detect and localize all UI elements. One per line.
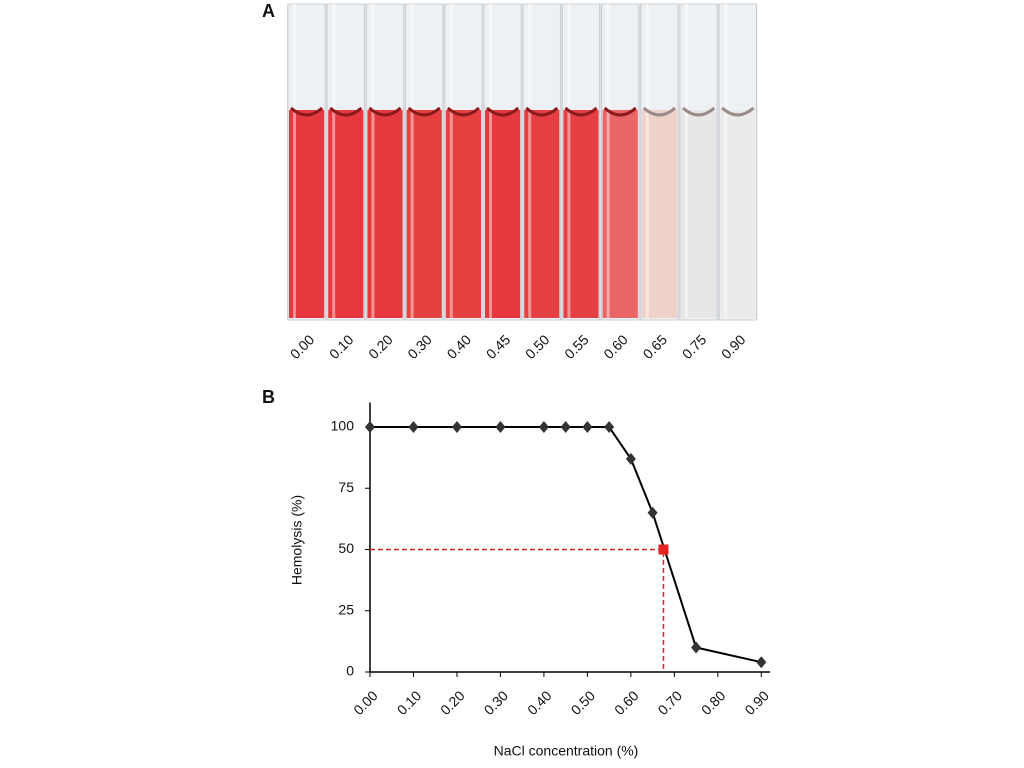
tube-liquid [485, 110, 521, 318]
tube-highlight [645, 4, 649, 318]
tube-liquid [367, 110, 403, 318]
tube-label: 0.65 [640, 331, 671, 362]
data-point [560, 421, 571, 433]
tube-highlight [606, 4, 610, 318]
data-point [647, 506, 658, 519]
data-point [408, 421, 419, 433]
x-tick-label: 0.50 [568, 687, 599, 718]
reference-dash [370, 548, 665, 672]
meniscus [407, 106, 441, 117]
meniscus [329, 106, 363, 117]
reference-marker [658, 544, 669, 555]
meniscus [681, 106, 716, 117]
data-point [495, 421, 506, 433]
meniscus [525, 106, 559, 117]
meniscus [564, 106, 598, 117]
tube-label: 0.00 [287, 331, 318, 362]
data-point [604, 421, 615, 433]
data-point [451, 421, 462, 433]
data-point [625, 452, 636, 465]
data-point [691, 641, 702, 654]
tube-highlight [293, 4, 296, 318]
tube-liquid [602, 110, 638, 318]
tube-label: 0.55 [561, 331, 592, 362]
tube-label: 0.20 [365, 331, 396, 362]
y-axis-label: Hemolysis (%) [289, 495, 305, 585]
x-tick-label: 0.10 [394, 687, 425, 718]
tube-label: 0.90 [718, 331, 749, 362]
tube-highlight [410, 4, 414, 318]
tube-label: 0.10 [326, 331, 357, 362]
tube-highlight [449, 4, 453, 318]
y-tick-label: 75 [338, 479, 354, 495]
tube-liquid [720, 110, 756, 318]
tube-highlight [489, 4, 492, 318]
y-tick-label: 0 [346, 663, 354, 679]
photo-background [287, 4, 758, 320]
tube-highlight [528, 4, 532, 318]
x-axis-label: NaCl concentration (%) [494, 743, 639, 759]
tube-liquid [445, 110, 481, 318]
tube-liquid [681, 110, 717, 318]
tube-liquid [328, 110, 364, 318]
tube-label: 0.45 [483, 331, 514, 362]
tube-liquid [563, 110, 599, 318]
tube-highlight [371, 4, 375, 318]
meniscus [485, 106, 520, 117]
meniscus [721, 106, 755, 117]
meniscus [289, 106, 324, 117]
tube-liquid [406, 110, 442, 318]
x-tick-label: 0.60 [611, 687, 642, 718]
x-tick-label: 0.70 [655, 687, 686, 718]
tube-highlight [685, 4, 688, 318]
meniscus [368, 106, 402, 117]
tube-label: 0.75 [679, 331, 710, 362]
tube-liquid [524, 110, 560, 318]
data-point [365, 421, 375, 433]
x-tick-label: 0.40 [524, 687, 555, 718]
data-point [582, 421, 593, 433]
y-tick-label: 50 [338, 540, 354, 556]
x-tick-label: 0.20 [437, 687, 468, 718]
x-tick-label: 0.90 [741, 687, 772, 718]
tube-label: 0.50 [522, 331, 553, 362]
y-tick-label: 100 [331, 418, 355, 434]
tube-highlight [332, 4, 336, 318]
tube-label: 0.60 [600, 331, 631, 362]
meniscus [603, 106, 637, 117]
data-point [756, 656, 767, 669]
tube-label: 0.40 [444, 331, 475, 362]
tube-label: 0.30 [404, 331, 435, 362]
x-tick-label: 0.00 [350, 687, 381, 718]
tube-liquid [289, 110, 325, 318]
data-line [370, 426, 762, 664]
tube-highlight [567, 4, 571, 318]
tube-liquid [641, 110, 677, 318]
x-tick-label: 0.80 [698, 687, 729, 718]
meniscus [642, 106, 677, 117]
panel-label: B [262, 387, 275, 407]
x-tick-label: 0.30 [481, 687, 512, 718]
tube-highlight [724, 4, 728, 318]
data-point [538, 421, 549, 433]
panel-label: A [262, 1, 275, 21]
meniscus [446, 106, 481, 117]
y-tick-label: 25 [338, 601, 354, 617]
